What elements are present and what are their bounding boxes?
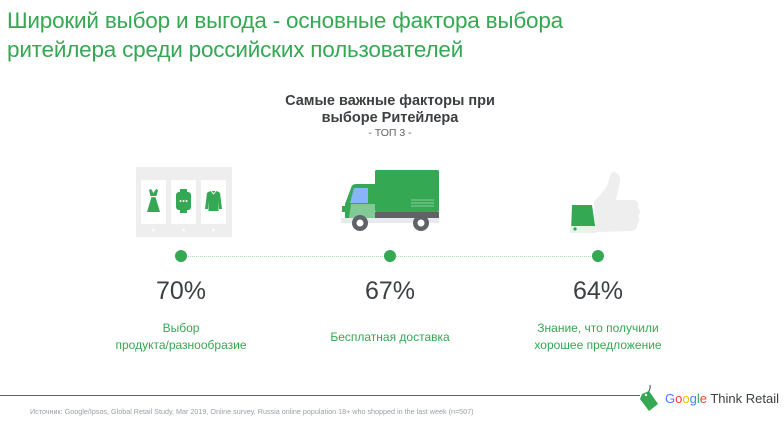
factor-label-2-line1: Бесплатная доставка xyxy=(330,330,450,344)
logo-letter: G xyxy=(665,391,676,406)
logo-letter: g xyxy=(689,391,697,406)
thumbs-up-icon xyxy=(566,170,646,241)
chart-heading-top: - ТОП 3 - xyxy=(368,127,412,139)
logo-letter: l xyxy=(696,391,700,406)
factor-value-3: 64% xyxy=(572,277,624,305)
delivery-truck-icon xyxy=(341,168,441,241)
price-tag-icon xyxy=(636,384,662,419)
timeline-dot-1 xyxy=(175,250,187,262)
page-title-line2: ритейлера среди российских пользователей xyxy=(7,37,464,62)
factor-label-3-line2: хорошее предложение xyxy=(534,338,662,352)
factor-label-3: Знание, что получили хорошее предложение xyxy=(508,320,688,354)
chart-heading: Самые важные факторы при выборе Ритейлер… xyxy=(240,93,540,140)
page-title: Широкий выбор и выгода - основные фактор… xyxy=(7,6,647,64)
factor-label-2: Бесплатная доставка xyxy=(300,329,480,346)
google-think-retail-logo: Google Think Retail xyxy=(665,391,779,406)
factor-label-3-line1: Знание, что получили xyxy=(537,321,659,335)
chart-heading-line2: выборе Ритейлера xyxy=(321,110,459,126)
timeline-dot-2 xyxy=(384,250,396,262)
logo-suffix: Think Retail xyxy=(710,391,779,406)
factor-value-1: 70% xyxy=(155,277,207,305)
chart-heading-line1: Самые важные факторы при xyxy=(285,93,495,109)
footer-divider xyxy=(0,395,640,396)
product-choice-icon xyxy=(136,167,232,242)
logo-letter: e xyxy=(699,391,707,406)
page-title-line1: Широкий выбор и выгода - основные фактор… xyxy=(7,8,563,33)
logo-letter: o xyxy=(675,391,683,406)
source-note: Источник: Google/Ipsos, Global Retail St… xyxy=(30,407,474,416)
factor-value-2: 67% xyxy=(364,277,416,305)
logo-letter: o xyxy=(682,391,690,406)
factor-label-1-line1: Выбор xyxy=(162,321,200,335)
factor-label-1: Выбор продукта/разнообразие xyxy=(91,320,271,354)
factor-label-1-line2: продукта/разнообразие xyxy=(115,338,247,352)
timeline-dot-3 xyxy=(592,250,604,262)
